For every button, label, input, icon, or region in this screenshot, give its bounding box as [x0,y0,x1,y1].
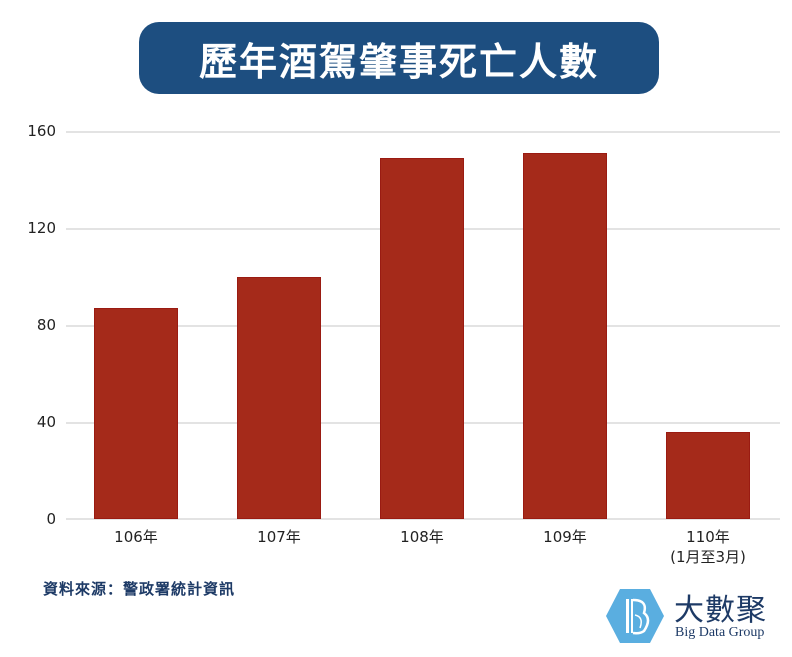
chart-title-banner: 歷年酒駕肇事死亡人數 [139,22,659,94]
logo-chinese-name: 大數聚 [674,593,767,628]
y-tick-label: 40 [36,413,56,431]
x-label-110: 110年 (1月至3月) [648,527,768,567]
x-label-106: 106年 [76,527,196,547]
x-label-text: 109年 [543,528,587,546]
y-tick-label: 120 [27,219,56,237]
data-source-note: 資料來源：警政署統計資訊 [43,580,236,598]
x-label-text: 110年 [686,528,730,546]
x-label-text: 107年 [257,528,301,546]
bar-107 [237,276,321,519]
x-label-subtext: (1月至3月) [670,548,746,566]
plot-area: 160 120 80 40 0 [27,122,780,528]
y-tick-label: 0 [46,510,56,528]
y-tick-label: 160 [27,122,56,140]
y-tick-label: 80 [36,316,56,334]
logo-english-name: Big Data Group [675,625,765,640]
x-label-107: 107年 [219,527,339,547]
x-label-text: 106年 [114,528,158,546]
x-label-108: 108年 [362,527,482,547]
bar-106 [94,308,178,519]
chart-title: 歷年酒駕肇事死亡人數 [198,39,599,84]
big-data-hexagon-icon [606,589,664,643]
brand-logo: 大數聚 Big Data Group [604,585,784,647]
bar-108 [380,157,464,519]
x-label-109: 109年 [505,527,625,547]
bar-110 [666,431,750,519]
gridline-0 [66,518,780,520]
gridline-160 [66,131,780,133]
x-label-text: 108年 [400,528,444,546]
bar-109 [523,152,607,519]
